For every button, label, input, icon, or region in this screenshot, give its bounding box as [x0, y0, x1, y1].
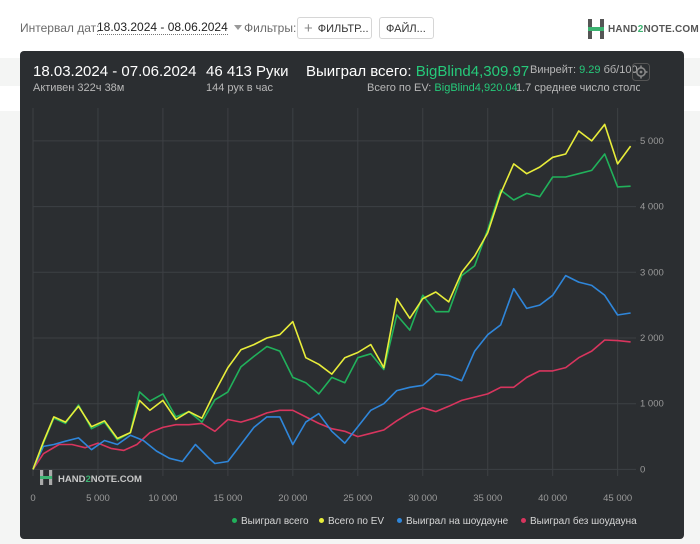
results-panel: [20, 51, 684, 539]
ev-total: Всего по EV: BigBlind4,920.04: [367, 82, 518, 94]
gear-icon[interactable]: [632, 63, 650, 81]
watermark: HAND2NOTE.COM: [40, 470, 142, 485]
x-tick-label: 5 000: [86, 493, 110, 504]
file-filter-button[interactable]: ФАЙЛ...: [379, 17, 434, 39]
y-tick-label: 5 000: [640, 136, 664, 147]
add-filter-label: ФИЛЬТР...: [317, 23, 369, 35]
ev-total-label: Всего по EV:: [367, 82, 432, 94]
report-date-range: 18.03.2024 - 07.06.2024: [33, 63, 197, 80]
winrate-label: Винрейт:: [530, 64, 577, 76]
svg-text:HAND2NOTE.COM: HAND2NOTE.COM: [58, 474, 142, 485]
x-tick-label: 45 000: [603, 493, 632, 504]
x-tick-label: 10 000: [148, 493, 177, 504]
hands-per-hour: 144 рук в час: [206, 82, 274, 94]
total-won-label: Выиграл всего:: [306, 63, 412, 80]
winrate-value: 9.29: [579, 64, 601, 76]
y-tick-label: 1 000: [640, 399, 664, 410]
date-interval-value: 18.03.2024 - 08.06.2024: [97, 20, 228, 35]
total-won: Выиграл всего: BigBlind4,309.97: [306, 63, 529, 80]
x-tick-label: 0: [30, 493, 35, 504]
x-tick-label: 35 000: [473, 493, 502, 504]
file-filter-label: ФАЙЛ...: [386, 23, 426, 35]
winrate: Винрейт: 9.29 бб/100: [530, 64, 638, 76]
x-tick-label: 15 000: [213, 493, 242, 504]
chevron-down-icon: [233, 25, 242, 31]
legend-item[interactable]: Выиграл без шоудауна: [521, 516, 637, 527]
legend-label: Выиграл на шоудауне: [406, 516, 509, 527]
x-tick-label: 20 000: [278, 493, 307, 504]
legend-dot: [319, 518, 324, 523]
hand2note-logo-icon: [588, 19, 604, 39]
page-edge-right: [684, 86, 700, 111]
series-line-2: [32, 123, 632, 470]
filters-label: Фильтры:: [244, 21, 297, 35]
ev-total-value: BigBlind4,920.04: [434, 82, 518, 94]
hands-count: 46 413 Руки: [206, 63, 289, 80]
x-tick-label: 30 000: [408, 493, 437, 504]
date-interval-select[interactable]: 18.03.2024 - 08.06.2024: [97, 20, 242, 35]
series-line-3: [32, 274, 631, 470]
active-time: Активен 322ч 38м: [33, 82, 125, 94]
y-tick-label: 4 000: [640, 202, 664, 213]
legend-item[interactable]: Всего по EV: [319, 516, 384, 527]
plus-icon: +: [304, 20, 313, 37]
legend-label: Выиграл без шоудауна: [530, 516, 637, 527]
add-filter-button[interactable]: + ФИЛЬТР...: [297, 17, 372, 39]
legend-label: Всего по EV: [328, 516, 385, 527]
legend-dot: [521, 518, 526, 523]
legend-dot: [232, 518, 237, 523]
series-line-1: [32, 153, 631, 470]
y-tick-label: 2 000: [640, 333, 664, 344]
date-interval-label: Интервал дат:: [20, 21, 100, 35]
total-won-value: BigBlind4,309.97: [415, 63, 530, 80]
y-tick-label: 3 000: [640, 267, 664, 278]
page-edge-left: [0, 86, 20, 111]
legend-item[interactable]: Выиграл на шоудауне: [397, 516, 508, 527]
legend-dot: [397, 518, 402, 523]
x-tick-label: 25 000: [343, 493, 372, 504]
hand2note-logo: HAND2NOTE.COM: [588, 18, 699, 40]
hand2note-logo-text: HAND2NOTE.COM: [608, 23, 699, 35]
legend-item[interactable]: Выиграл всего: [232, 516, 309, 527]
x-tick-label: 40 000: [538, 493, 567, 504]
series-line-4: [32, 339, 631, 470]
average-tables: 1.7 среднее число столов: [516, 82, 640, 94]
winrate-unit: бб/100: [603, 64, 638, 76]
y-tick-label: 0: [640, 464, 645, 475]
legend-label: Выиграл всего: [241, 516, 309, 527]
